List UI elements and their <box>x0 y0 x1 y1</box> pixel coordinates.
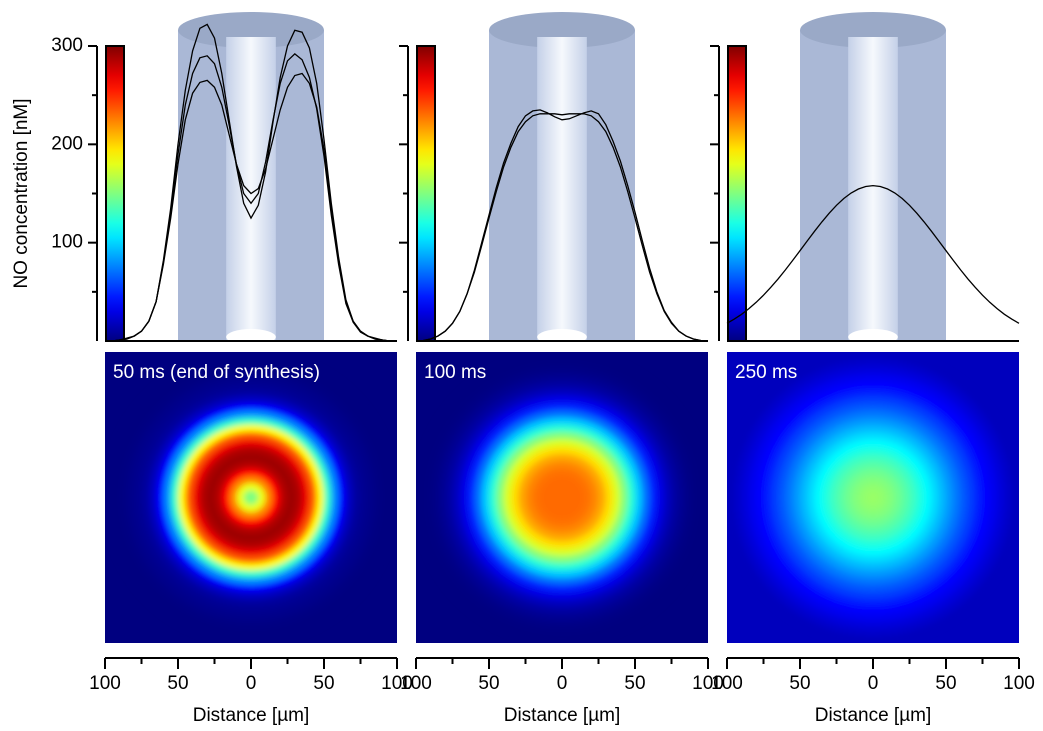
heatmap-ring <box>865 490 881 505</box>
y-tick-label: 200 <box>51 133 83 154</box>
colorbar <box>416 45 436 342</box>
panel: 100 200 300 NO concentration [nM] 50 ms (end… <box>11 12 413 726</box>
heatmap <box>416 352 708 643</box>
panel: 100 ms 100 50 0 50 100 Distance [µm] <box>399 12 724 726</box>
x-tick-label: 0 <box>557 673 568 694</box>
x-tick-label: 50 <box>789 673 810 694</box>
x-tick-label: 100 <box>89 673 121 694</box>
x-tick-label: 50 <box>478 673 499 694</box>
y-axis-label: NO concentration [nM] <box>11 98 32 288</box>
heatmap-rings <box>105 352 397 643</box>
panel: 250 ms 100 50 0 50 100 Distance [µm] <box>710 12 1035 726</box>
heatmap <box>105 352 397 643</box>
x-axis-label: Distance [µm] <box>193 705 310 726</box>
lumen-end <box>848 329 898 345</box>
x-axis-label: Distance [µm] <box>504 705 621 726</box>
profile-line <box>726 184 1020 324</box>
x-tick-label: 100 <box>692 673 724 694</box>
heatmap-rings <box>727 352 1019 643</box>
heatmap-ring <box>243 490 259 505</box>
y-tick-label: 300 <box>51 35 83 56</box>
y-tick-label: 100 <box>51 232 83 253</box>
heatmap <box>727 352 1019 643</box>
colorbar <box>727 45 747 342</box>
vessel-cap <box>489 12 635 48</box>
profile-line <box>415 109 709 342</box>
vessel-lumen <box>537 37 587 341</box>
vessel-lumen <box>848 37 898 341</box>
x-tick-label: 0 <box>246 673 257 694</box>
vessel-cap <box>800 12 946 48</box>
x-tick-label: 100 <box>400 673 432 694</box>
colorbar <box>105 45 125 342</box>
lumen-end <box>537 329 587 345</box>
x-tick-label: 50 <box>935 673 956 694</box>
heatmap-rings <box>416 352 708 643</box>
x-tick-label: 50 <box>167 673 188 694</box>
x-tick-label: 100 <box>711 673 743 694</box>
heatmap-ring <box>554 490 570 505</box>
x-tick-label: 50 <box>624 673 645 694</box>
x-axis-label: Distance [µm] <box>815 705 932 726</box>
panel-title: 100 ms <box>424 362 486 383</box>
panel-title: 250 ms <box>735 362 797 383</box>
x-tick-label: 50 <box>313 673 334 694</box>
x-tick-label: 0 <box>868 673 879 694</box>
vessel-lumen <box>226 37 276 341</box>
x-tick-label: 100 <box>381 673 413 694</box>
profile-line <box>105 72 397 342</box>
lumen-end <box>226 329 276 345</box>
panel-title: 50 ms (end of synthesis) <box>113 362 320 383</box>
x-tick-label: 100 <box>1003 673 1035 694</box>
